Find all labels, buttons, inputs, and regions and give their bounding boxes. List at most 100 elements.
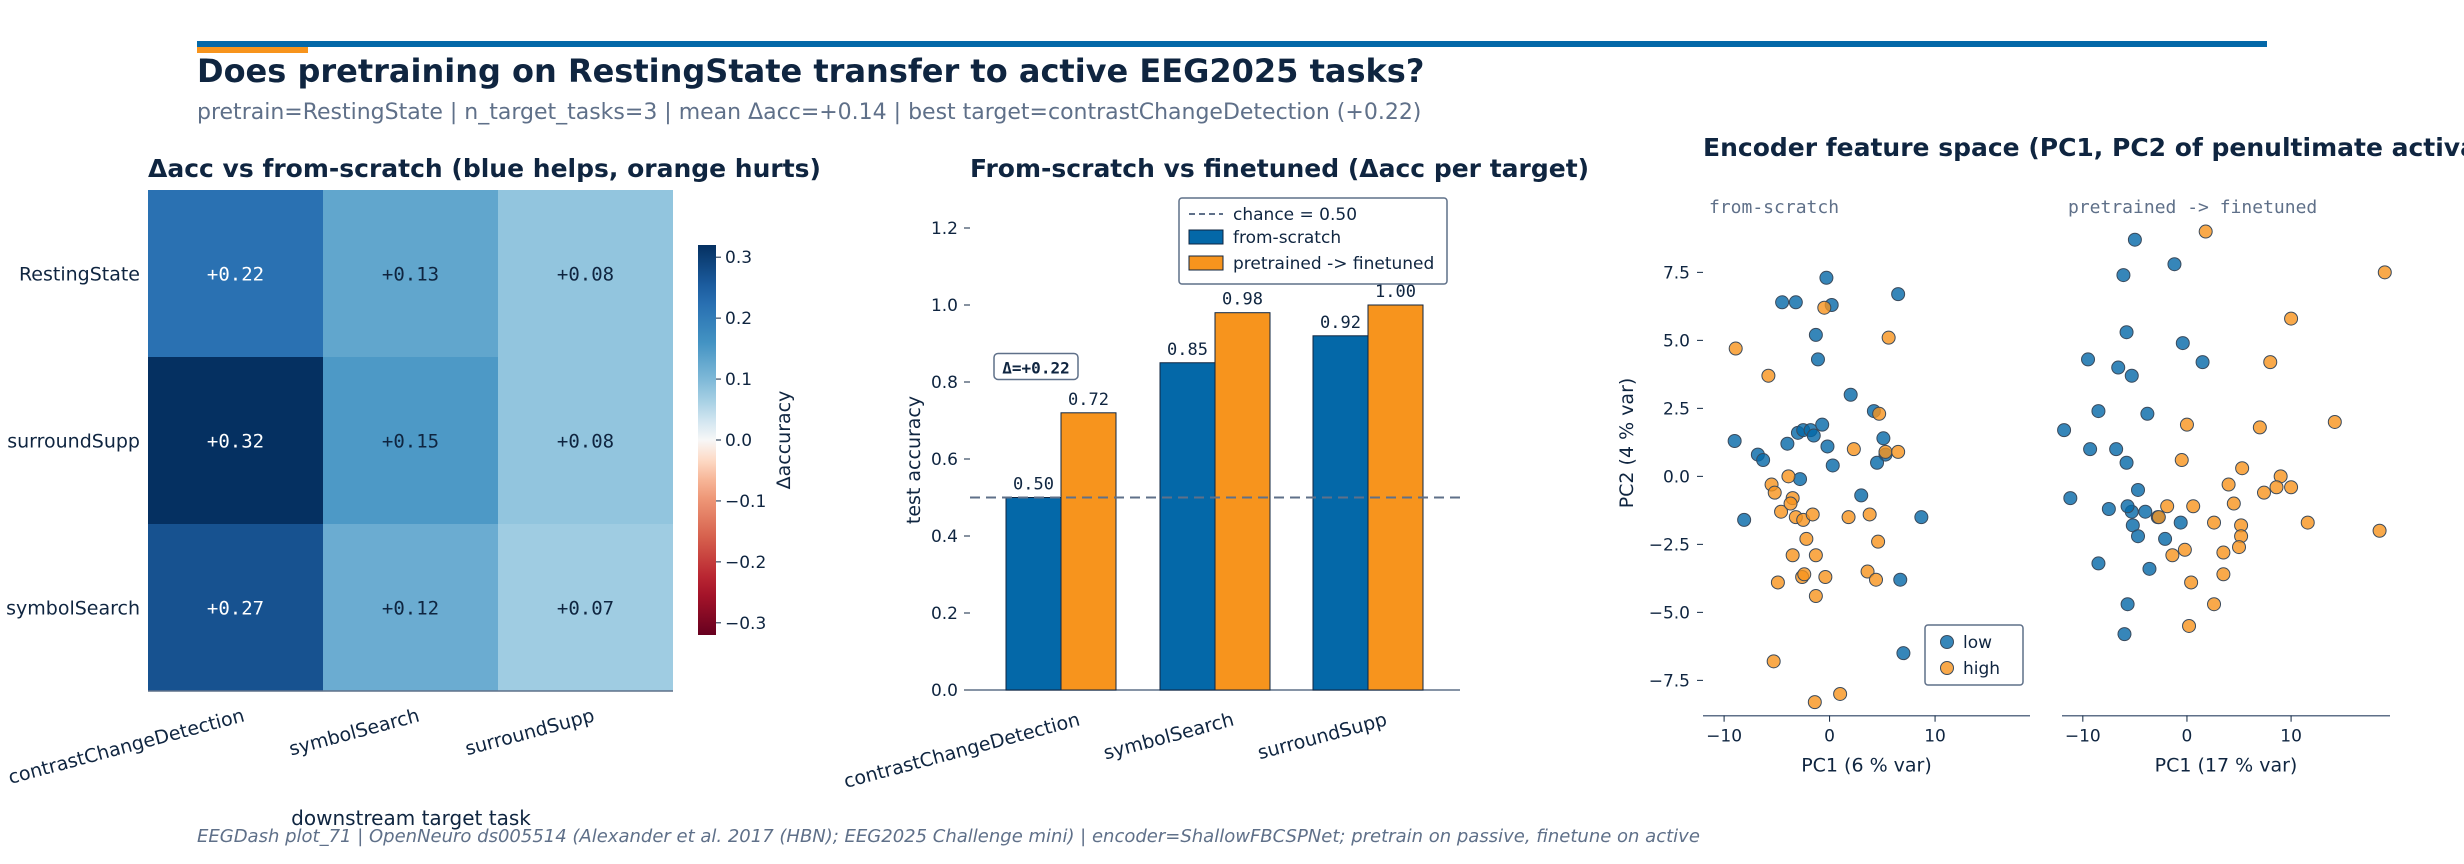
bar-y-tick-label: 0.8 [931,373,958,393]
scatter-point [1805,507,1820,522]
scatter-point [2372,523,2387,538]
bar-y-axis-label: test accuracy [903,396,925,524]
scatter-point [1781,469,1796,484]
heatmap-column-label: symbolSearch [287,705,422,761]
header-accent-bar [197,41,2267,47]
heatmap-cell [148,357,323,524]
scatter-point [1780,436,1795,451]
scatter-legend-label: high [1963,659,2000,679]
scatter-y-tick-label: 5.0 [1663,331,1690,351]
bar-category-label: contrastChangeDetection [841,709,1082,793]
heatmap-cell-label: +0.08 [557,264,614,286]
bar [1060,412,1117,691]
scatter-point [2179,417,2194,432]
legend-swatch [1188,255,1224,271]
scatter-panel-subtitle: from-scratch [1709,197,1839,218]
scatter-x-tick-label: 10 [1924,727,1946,747]
scatter-point [1820,439,1835,454]
scatter-point [1808,327,1823,342]
scatter-y-tick-label: −2.5 [1649,535,1690,555]
scatter-point [2284,311,2299,326]
scatter-point [2116,268,2131,283]
colorbar-tick-label: 0.0 [725,431,752,451]
scatter-point [1783,496,1798,511]
heatmap-cell-label: +0.13 [382,264,439,286]
bar-value-label: 0.85 [1167,340,1208,360]
delta-annotation-label: Δ=+0.22 [1002,358,1069,377]
scatter-point [2160,499,2175,514]
bar-y-tick-label: 1.2 [931,219,958,239]
scatter-x-axis-label: PC1 (6 % var) [1801,755,1932,777]
scatter-point [1806,428,1821,443]
scatter-point [1841,510,1856,525]
scatter-point [2257,485,2272,500]
scatter-x-tick-label: −10 [2065,727,2101,747]
scatter-point [1825,458,1840,473]
heatmap-cell-label: +0.12 [382,598,439,620]
scatter-legend-marker [1940,635,1954,649]
scatter-point [2119,455,2134,470]
scatter-chart: 7.5 5.0 2.5 0.0 −2.5 −5.0 −7.5 PC2 (4 % var) −10… [1616,197,2392,777]
scatter-point [1788,295,1803,310]
scatter-point [1808,548,1823,563]
bar-y-tick-label: 0.6 [931,450,958,470]
bar [1005,497,1062,691]
scatter-point [2184,575,2199,590]
scatter-point [1770,575,1785,590]
scatter-point [2327,414,2342,429]
scatter-point [2119,325,2134,340]
scatter-point [1914,510,1929,525]
scatter-panel-subtitle: pretrained -> finetuned [2068,197,2317,218]
scatter-point [2167,257,2182,272]
scatter-point [2117,627,2132,642]
scatter-point [1819,270,1834,285]
heatmap-row-label: symbolSearch [6,598,140,620]
heatmap-column-label: contrastChangeDetection [6,705,247,789]
scatter-point [1860,564,1875,579]
delta-annotation-box [993,352,1079,381]
scatter-point [2269,480,2284,495]
scatter-point [2138,504,2153,519]
colorbar-tick-label: −0.1 [725,492,766,512]
scatter-point [2207,515,2222,530]
bar-value-label: 0.98 [1222,290,1263,310]
scatter-point [1810,352,1825,367]
scatter-point [2109,442,2124,457]
scatter-point [2083,442,2098,457]
bar-y-tick-label: 0.2 [931,604,958,624]
scatter-point [1846,442,1861,457]
scatter-y-tick-label: 0.0 [1663,467,1690,487]
scatter-legend-label: low [1963,633,1992,653]
legend-chance-label: chance = 0.50 [1233,205,1357,225]
scatter-point [2195,355,2210,370]
heatmap-x-axis-label: downstream target task [291,806,531,830]
scatter-point [1843,387,1858,402]
bar-value-label: 0.50 [1013,475,1054,495]
scatter-point [1727,434,1742,448]
scatter-point [2252,420,2267,435]
scatter-point [2165,548,2180,563]
scatter-point [1862,507,1877,522]
bar-value-label: 0.72 [1068,390,1109,410]
figure-subtitle: pretrain=RestingState | n_target_tasks=3… [197,100,1422,125]
colorbar-tick-label: 0.2 [725,309,752,329]
scatter-point [1854,488,1869,503]
scatter-point [2284,480,2299,495]
scatter-point [2186,499,2201,514]
bar-chart-title: From-scratch vs finetuned (Δacc per targ… [970,154,1590,183]
heatmap-cell [148,524,323,691]
scatter-point [2216,545,2231,560]
bar-y-tick-label: 1.0 [931,296,958,316]
colorbar-tick-label: −0.2 [725,553,766,573]
scatter-point [1871,534,1886,549]
scatter-point [2151,510,2166,525]
scatter-point [2177,542,2192,557]
header-accent-bar-highlight [197,47,308,53]
scatter-point [2175,336,2190,351]
scatter-point [2131,529,2146,544]
scatter-y-tick-label: 7.5 [1663,263,1690,283]
heatmap-cell [323,357,498,524]
bar [1312,335,1369,691]
scatter-point [2198,224,2213,239]
scatter-point [1870,455,1885,470]
